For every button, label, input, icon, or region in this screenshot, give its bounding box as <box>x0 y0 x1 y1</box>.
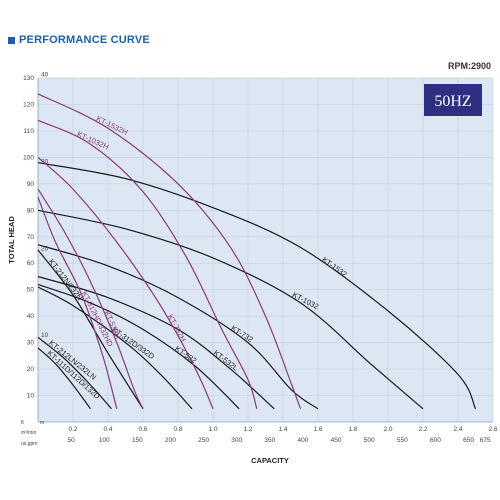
x-tick-gpm: 250 <box>198 437 209 444</box>
x-tick-m3min: 2.6 <box>488 426 497 433</box>
y-tick-ft: 120 <box>23 101 34 108</box>
chart-panel <box>38 78 493 422</box>
y-tick-ft: 30 <box>27 340 35 347</box>
y-tick-ft: 50 <box>27 287 35 294</box>
curve-kt-532h <box>37 188 144 410</box>
x-tick-m3min: 2.0 <box>383 426 392 433</box>
rpm-label: RPM:2900 <box>447 61 491 71</box>
x-tick-gpm: 200 <box>165 437 176 444</box>
x-tick-m3min: 0.8 <box>173 426 182 433</box>
x-tick-m3min: 1.0 <box>208 426 217 433</box>
y-tick-m: 30 <box>41 159 49 166</box>
unit-gpm: us.gpm <box>21 441 37 447</box>
x-tick-m3min: 1.8 <box>348 426 357 433</box>
y-tick-m: 20 <box>41 245 49 252</box>
y-tick-ft: 90 <box>27 181 35 188</box>
x-axis-title: CAPACITY <box>251 456 289 465</box>
x-tick-gpm: 650 <box>463 437 474 444</box>
x-tick-m3min: 2.4 <box>453 426 462 433</box>
x-tick-gpm: 450 <box>331 437 342 444</box>
curve-kt-111d-112d-132d <box>37 347 91 410</box>
y-tick-ft: 20 <box>27 366 35 373</box>
x-tick-m3min: 2.2 <box>418 426 427 433</box>
y-tick-ft: 130 <box>23 75 34 82</box>
frequency-badge-text: 50HZ <box>434 93 471 110</box>
y-tick-ft: 100 <box>23 154 34 161</box>
x-tick-gpm: 150 <box>132 437 143 444</box>
x-tick-m3min: 1.2 <box>243 426 252 433</box>
curve-kt-1032 <box>37 209 424 410</box>
chart-grid <box>37 77 494 423</box>
x-tick-m3min: 0.4 <box>103 426 112 433</box>
y-tick-m: 40 <box>41 72 49 79</box>
curve-kt-1032h <box>37 119 258 409</box>
y-tick-ft: 70 <box>27 234 35 241</box>
header: PERFORMANCE CURVE <box>8 34 150 46</box>
x-tick-m3min: 0.2 <box>68 426 77 433</box>
curve-kt-312hd-332hd <box>37 196 118 409</box>
y-tick-ft: 80 <box>27 207 35 214</box>
y-tick-ft: 110 <box>24 128 35 135</box>
chart-ticks: 10 20 30 40 50 60 70 80 90 100 110 120 130 0.2 0.4 0.6 0… <box>23 72 498 444</box>
y-axis-title: TOTAL HEAD <box>7 216 16 264</box>
x-tick-gpm: 675 <box>480 437 491 444</box>
x-tick-gpm: 350 <box>264 437 275 444</box>
header-square-icon <box>8 36 15 44</box>
curve-kt-532l <box>37 275 275 410</box>
x-tick-gpm: 100 <box>99 437 110 444</box>
y-tick-m: 10 <box>41 332 49 339</box>
y-tick-ft: 10 <box>27 393 35 400</box>
x-tick-gpm: 400 <box>298 437 309 444</box>
x-tick-gpm: 500 <box>364 437 375 444</box>
x-tick-m3min: 1.6 <box>313 426 322 433</box>
frequency-badge <box>424 84 482 116</box>
x-tick-m3min: 1.4 <box>278 426 287 433</box>
y-tick-ft: 40 <box>27 313 35 320</box>
curve-kt-212n-232n <box>37 249 144 410</box>
curve-kt-1532h <box>37 93 302 410</box>
curve-kt-312d-332d <box>37 286 193 410</box>
x-tick-gpm: 550 <box>397 437 408 444</box>
unit-m: m <box>40 420 44 426</box>
x-tick-gpm: 300 <box>231 437 242 444</box>
y-tick-ft: 60 <box>27 260 35 267</box>
unit-ft: ft <box>21 420 24 426</box>
curve-kt-1532 <box>37 162 477 410</box>
chart-curves <box>37 93 477 410</box>
x-tick-m3min: 0.6 <box>138 426 147 433</box>
x-tick-gpm: 600 <box>430 437 441 444</box>
curve-kt-732h <box>37 156 214 410</box>
curve-kt-732 <box>37 244 319 410</box>
page-title: PERFORMANCE CURVE <box>19 34 150 46</box>
unit-m3min: m³/min <box>21 430 36 436</box>
x-tick-gpm: 50 <box>68 437 76 444</box>
curve-kt-212ln-232ln <box>37 336 112 410</box>
